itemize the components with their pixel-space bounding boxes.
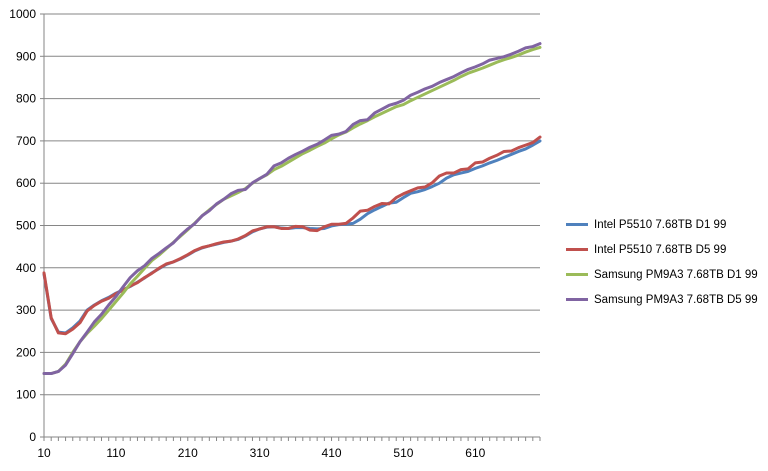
x-axis-ticks: 10 110 210 310 410 510 610 xyxy=(37,437,541,460)
x-tick-label: 210 xyxy=(178,446,198,460)
legend-label: Samsung PM9A3 7.68TB D1 99 xyxy=(594,268,758,281)
legend-swatch xyxy=(566,298,588,301)
series-line xyxy=(42,42,542,376)
y-tick-label: 200 xyxy=(16,345,36,359)
series-line xyxy=(42,45,542,376)
y-tick-label: 0 xyxy=(29,430,36,444)
x-tick-label: 110 xyxy=(106,446,125,460)
y-tick-label: 500 xyxy=(16,219,36,233)
y-tick-label: 1000 xyxy=(9,7,36,21)
legend-label: Intel P5510 7.68TB D5 99 xyxy=(594,243,727,256)
legend-swatch xyxy=(566,248,588,251)
legend-label: Intel P5510 7.68TB D1 99 xyxy=(594,218,727,231)
series-line xyxy=(42,135,542,336)
legend-label: Samsung PM9A3 7.68TB D5 99 xyxy=(594,293,758,306)
legend-item: Samsung PM9A3 7.68TB D1 99 xyxy=(566,262,766,287)
y-tick-label: 900 xyxy=(16,49,36,63)
y-axis-ticks: 0 100 200 300 400 500 600 700 800 900 1000 xyxy=(9,7,44,444)
series-lines xyxy=(42,42,542,376)
x-tick-label: 410 xyxy=(322,446,342,460)
x-tick-label: 510 xyxy=(393,446,413,460)
y-tick-label: 700 xyxy=(16,134,36,148)
legend: Intel P5510 7.68TB D1 99 Intel P5510 7.6… xyxy=(566,212,766,312)
x-tick-label: 310 xyxy=(250,446,270,460)
legend-item: Samsung PM9A3 7.68TB D5 99 xyxy=(566,287,766,312)
legend-item: Intel P5510 7.68TB D1 99 xyxy=(566,212,766,237)
x-tick-label: 10 xyxy=(37,446,51,460)
gridlines xyxy=(44,13,540,396)
legend-swatch xyxy=(566,223,588,226)
y-tick-label: 600 xyxy=(16,176,36,190)
x-tick-label: 610 xyxy=(465,446,485,460)
legend-swatch xyxy=(566,273,588,276)
y-tick-label: 100 xyxy=(16,388,36,402)
y-tick-label: 300 xyxy=(16,303,36,317)
legend-item: Intel P5510 7.68TB D5 99 xyxy=(566,237,766,262)
y-tick-label: 800 xyxy=(16,92,36,106)
y-tick-label: 400 xyxy=(16,261,36,275)
